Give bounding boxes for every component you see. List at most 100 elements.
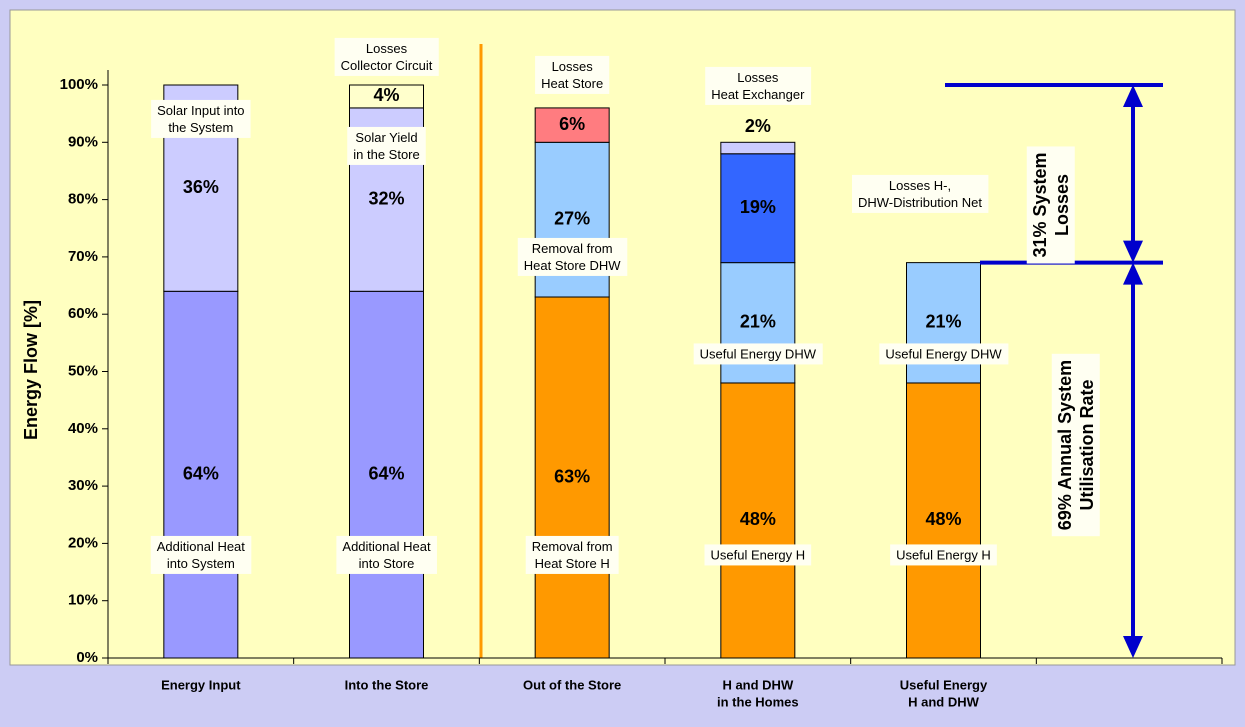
label-box: [535, 55, 610, 94]
y-tick-label: 30%: [68, 477, 98, 494]
segment-name: Useful Energy H: [890, 544, 997, 566]
x-tick-label: H and DHW: [908, 694, 980, 709]
segment-name: Losses Heat Exchanger: [705, 66, 812, 105]
label-box: [851, 174, 989, 213]
arrow-head: [1123, 636, 1143, 658]
value-label: 2%: [745, 116, 771, 136]
label-box: [517, 237, 628, 276]
segment-name: Useful Energy H: [704, 544, 812, 566]
bar-segment: [720, 382, 796, 659]
value-label: 32%: [368, 188, 404, 208]
y-tick-label: 60%: [68, 305, 98, 322]
bar-segment: [349, 84, 424, 109]
label-text: Useful Energy DHW: [700, 346, 817, 361]
label-text: Additional Heat: [157, 539, 246, 554]
y-tick-label: 80%: [68, 191, 98, 208]
label-text: Additional Heat: [342, 539, 431, 554]
y-axis-title: Energy Flow [%]: [21, 300, 41, 440]
segment-name: Solar Yield in the Store: [347, 126, 426, 165]
bar-segment: [534, 296, 610, 659]
segment-name: Solar Input into the System: [151, 99, 251, 138]
label-box: [336, 535, 437, 574]
y-tick-label: 50%: [68, 362, 98, 379]
value-label: 4%: [373, 85, 399, 105]
y-tick-label: 20%: [68, 534, 98, 551]
label-box: [334, 37, 439, 76]
x-tick-label: H and DHW: [722, 677, 794, 692]
value-label: 36%: [183, 177, 219, 197]
arrow-head: [1123, 240, 1143, 263]
label-text: Losses: [552, 59, 594, 74]
annotation-text: 31% System: [1030, 152, 1050, 257]
label-text: Useful Energy H: [896, 547, 991, 562]
label-text: Losses: [737, 70, 779, 85]
label-box: [705, 66, 812, 105]
bar-segment: [349, 290, 424, 659]
y-tick-label: 90%: [68, 133, 98, 150]
value-label: 6%: [559, 114, 585, 134]
segment-name: Additional Heat into Store: [336, 535, 437, 574]
arrow-head: [1123, 262, 1143, 285]
y-tick-label: 40%: [68, 420, 98, 437]
label-text: Heat Exchanger: [711, 87, 805, 102]
label-text: Heat Store: [541, 76, 603, 91]
bar-segment: [720, 153, 796, 264]
bar-segment: [720, 141, 796, 155]
label-box: [151, 99, 251, 138]
segment-name: Useful Energy DHW: [879, 343, 1009, 365]
label-text: Solar Input into: [157, 103, 244, 118]
value-label: 21%: [740, 312, 776, 332]
bar-segment: [163, 290, 239, 659]
value-label: 19%: [740, 197, 776, 217]
segment-name: Removal from Heat Store DHW: [517, 237, 628, 276]
segment-name: Losses H-, DHW-Distribution Net: [851, 174, 989, 213]
annotation-text: Utilisation Rate: [1077, 379, 1097, 510]
label-box: [525, 535, 619, 574]
x-tick-label: Useful Energy: [900, 677, 988, 692]
label-text: Useful Energy DHW: [885, 346, 1002, 361]
y-tick-label: 70%: [68, 248, 98, 265]
segment-name: Additional Heat into System: [150, 535, 252, 574]
value-label: 21%: [925, 312, 961, 332]
y-tick-label: 10%: [68, 592, 98, 609]
value-label: 48%: [925, 509, 961, 529]
label-box: [150, 535, 252, 574]
label-text: Heat Store DHW: [524, 258, 622, 273]
x-tick-label: Out of the Store: [523, 677, 621, 692]
segment-name: Losses Collector Circuit: [334, 37, 439, 76]
label-box: [890, 544, 997, 566]
arrow-head: [1123, 85, 1143, 107]
annotation-box: [1051, 353, 1100, 537]
segment-name: Useful Energy DHW: [693, 343, 823, 365]
label-text: into Store: [359, 556, 415, 571]
label-text: Solar Yield: [355, 130, 417, 145]
label-text: the System: [168, 120, 233, 135]
label-text: Useful Energy H: [711, 547, 806, 562]
bar-segment: [534, 107, 610, 143]
value-label: 48%: [740, 509, 776, 529]
label-box: [704, 544, 812, 566]
label-text: Heat Store H: [535, 556, 610, 571]
annotation: 69% Annual System Utilisation Rate: [1051, 353, 1100, 537]
segment-name: Losses Heat Store: [535, 55, 610, 94]
label-text: Removal from: [532, 539, 613, 554]
label-text: Removal from: [532, 241, 613, 256]
annotation-text: Losses: [1052, 174, 1072, 236]
annotation-box: [1026, 146, 1075, 264]
x-tick-label: Energy Input: [161, 677, 241, 692]
label-text: into System: [167, 556, 235, 571]
annotation: 31% System Losses: [1026, 146, 1075, 264]
x-tick-label: in the Homes: [717, 694, 799, 709]
segment-name: Removal from Heat Store H: [525, 535, 619, 574]
value-label: 63%: [554, 466, 590, 486]
label-text: DHW-Distribution Net: [858, 195, 982, 210]
value-label: 64%: [183, 463, 219, 483]
x-tick-label: Into the Store: [345, 677, 429, 692]
label-text: Collector Circuit: [341, 58, 433, 73]
label-box: [693, 343, 823, 365]
y-tick-label: 100%: [60, 76, 98, 93]
value-label: 27%: [554, 208, 590, 228]
label-text: Losses H-,: [889, 178, 951, 193]
label-box: [879, 343, 1009, 365]
